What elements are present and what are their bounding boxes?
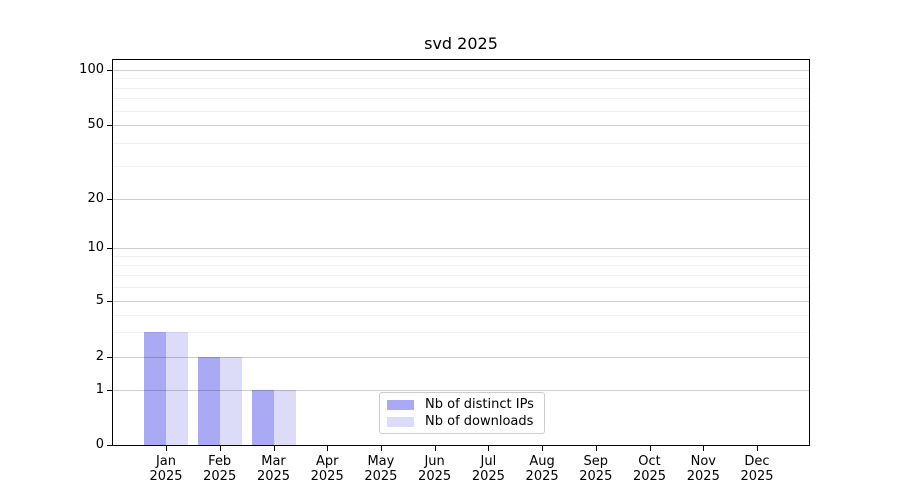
bar-downloads-jan — [166, 332, 188, 445]
y-tick-mark — [107, 248, 112, 249]
gridline-minor — [113, 98, 809, 100]
legend-entry-distinct-ips: Nb of distinct IPs — [387, 397, 537, 412]
legend-swatch-downloads — [387, 416, 414, 427]
gridline-major — [113, 301, 809, 302]
y-tick-mark — [107, 70, 112, 71]
x-tick-label-apr: Apr 2025 — [310, 454, 344, 484]
gridline-minor — [113, 166, 809, 168]
gridline-minor — [113, 87, 809, 89]
gridline-major — [113, 357, 809, 358]
x-tick-mark — [166, 446, 167, 451]
y-tick-mark — [107, 445, 112, 446]
y-tick-label: 100 — [79, 62, 104, 77]
x-tick-label-mar: Mar 2025 — [256, 454, 291, 484]
bar-distinct-ips-jan — [144, 332, 166, 445]
bar-distinct-ips-feb — [197, 357, 220, 445]
gridline-minor — [113, 314, 809, 316]
x-tick-mark — [542, 446, 544, 451]
x-tick-label-nov: Nov 2025 — [686, 454, 720, 484]
x-tick-mark — [757, 446, 758, 451]
bars-layer — [113, 60, 809, 445]
y-tick-label: 1 — [95, 382, 104, 397]
y-tick-mark — [107, 390, 112, 391]
x-tick-label-oct: Oct 2025 — [632, 454, 667, 484]
legend-swatch-distinct-ips — [387, 399, 414, 410]
y-tick-label: 2 — [95, 349, 104, 364]
legend-label-downloads: Nb of downloads — [425, 414, 534, 429]
bar-distinct-ips-mar — [251, 390, 274, 445]
axis-layer: 0 1 2 5 10 20 50 100 Jan 2025 Feb 2025 Mar 2025 Apr… — [79, 60, 809, 484]
x-tick-mark — [595, 446, 597, 451]
y-tick-label: 5 — [95, 293, 104, 308]
plot-area: 0 1 2 5 10 20 50 100 Jan 2025 Feb 2025 Mar 2025 Apr… — [79, 59, 810, 484]
x-tick-mark — [273, 446, 275, 451]
x-tick-label-dec: Dec 2025 — [740, 454, 774, 484]
x-tick-mark — [703, 446, 705, 451]
x-tick-label-jun: Jun 2025 — [418, 454, 452, 484]
gridline-minor — [113, 332, 809, 334]
gridline-major — [113, 70, 809, 71]
gridline-minor — [113, 265, 809, 267]
x-tick-label-aug: Aug 2025 — [525, 454, 559, 484]
bar-downloads-feb — [219, 357, 242, 445]
x-tick-label-jul: Jul 2025 — [471, 454, 505, 484]
x-tick-label-feb: Feb 2025 — [203, 454, 237, 484]
chart-title: svd 2025 — [424, 34, 498, 53]
x-tick-mark — [434, 446, 436, 451]
gridline-minor — [113, 143, 809, 144]
x-tick-label-jan: Jan 2025 — [149, 454, 183, 484]
grid-layer — [113, 60, 809, 445]
gridline-minor — [113, 78, 809, 80]
gridline-minor — [113, 110, 809, 112]
gridline-minor — [113, 275, 809, 277]
x-tick-mark — [649, 446, 651, 451]
legend-entry-downloads: Nb of downloads — [387, 414, 537, 429]
x-tick-mark — [380, 446, 382, 451]
gridline-major — [113, 248, 809, 249]
y-tick-label: 50 — [87, 117, 104, 132]
x-tick-label-sep: Sep 2025 — [579, 454, 613, 484]
gridline-major — [113, 390, 809, 391]
gridline-major — [113, 199, 809, 200]
y-tick-label: 10 — [87, 240, 104, 255]
gridline-minor — [113, 256, 809, 258]
gridline-major — [113, 125, 809, 126]
x-tick-label-may: May 2025 — [364, 454, 398, 484]
legend-label-distinct-ips: Nb of distinct IPs — [425, 397, 534, 412]
y-tick-label: 20 — [87, 191, 104, 206]
y-tick-mark — [107, 357, 112, 358]
x-tick-mark — [327, 446, 329, 451]
gridline-minor — [113, 287, 809, 289]
y-tick-mark — [107, 199, 112, 200]
x-tick-mark — [488, 446, 490, 451]
y-tick-mark — [107, 125, 112, 126]
y-tick-mark — [107, 301, 112, 302]
legend: Nb of distinct IPs Nb of downloads — [379, 392, 545, 434]
y-tick-label: 0 — [95, 437, 104, 452]
bar-downloads-mar — [273, 390, 296, 445]
x-tick-mark — [219, 446, 221, 451]
